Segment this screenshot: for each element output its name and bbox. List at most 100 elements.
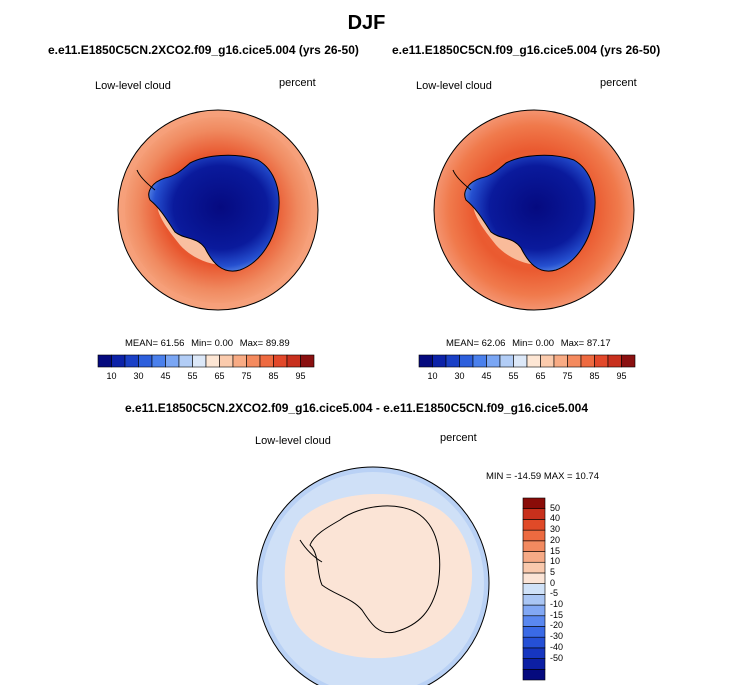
colorbar-tick-label: 10 <box>106 371 117 381</box>
panel-2-units-label: percent <box>600 77 637 89</box>
panel-2-variable-label: Low-level cloud <box>416 80 492 92</box>
colorbar-tick-label: 75 <box>241 371 252 381</box>
panel-3-variable-label: Low-level cloud <box>255 435 331 447</box>
colorbar-swatch <box>522 658 546 670</box>
colorbar-tick-label: 10 <box>550 556 561 567</box>
colorbar-swatch <box>192 354 207 368</box>
panel-1-variable-label: Low-level cloud <box>95 80 171 92</box>
colorbar-swatch <box>445 354 460 368</box>
panel-3-minmax: MIN = -14.59 MAX = 10.74 <box>486 471 600 482</box>
panel-3-units-label: percent <box>440 432 477 444</box>
panel-3-map <box>256 466 490 685</box>
colorbar-tick-label: -50 <box>550 652 564 663</box>
panel-1-units-label: percent <box>279 77 316 89</box>
colorbar-swatch <box>540 354 555 368</box>
panel-3-colorbar <box>522 497 546 681</box>
colorbar-tick-label: -15 <box>550 609 564 620</box>
colorbar-tick-label: 75 <box>562 371 573 381</box>
colorbar-tick-label: 5 <box>550 566 556 577</box>
colorbar-swatch <box>594 354 609 368</box>
colorbar-swatch <box>246 354 261 368</box>
colorbar-swatch <box>165 354 180 368</box>
colorbar-swatch <box>138 354 153 368</box>
colorbar-swatch <box>522 647 546 659</box>
colorbar-swatch <box>522 594 546 606</box>
colorbar-swatch <box>418 354 433 368</box>
colorbar-tick-label: 30 <box>133 371 144 381</box>
colorbar-swatch <box>522 508 546 520</box>
colorbar-swatch <box>553 354 568 368</box>
panel-3-title: e.e11.E1850C5CN.2XCO2.f09_g16.cice5.004 … <box>125 401 588 415</box>
colorbar-swatch <box>522 572 546 584</box>
colorbar-swatch <box>522 604 546 617</box>
colorbar-tick-label: 85 <box>268 371 279 381</box>
colorbar-swatch <box>522 529 546 542</box>
colorbar-swatch <box>580 354 595 368</box>
colorbar-tick-label: 85 <box>589 371 600 381</box>
colorbar-swatch <box>273 354 288 368</box>
panel-1-map <box>117 109 319 311</box>
colorbar-swatch <box>567 354 582 368</box>
colorbar-swatch <box>97 354 112 368</box>
colorbar-tick-label: -20 <box>550 620 564 631</box>
colorbar-tick-label: -5 <box>550 588 559 599</box>
colorbar-swatch <box>522 626 546 638</box>
colorbar-tick-label: 55 <box>508 371 519 381</box>
colorbar-swatch <box>522 615 546 627</box>
colorbar-swatch <box>522 497 546 510</box>
colorbar-tick-label: 0 <box>550 577 556 588</box>
colorbar-swatch <box>486 354 501 368</box>
colorbar-tick-label: 65 <box>214 371 225 381</box>
colorbar-tick-label: 15 <box>550 545 561 556</box>
colorbar-swatch <box>522 636 546 649</box>
colorbar-swatch <box>522 551 546 563</box>
colorbar-swatch <box>459 354 474 368</box>
figure-title: DJF <box>347 12 386 34</box>
colorbar-swatch <box>607 354 622 368</box>
colorbar-tick-label: 45 <box>160 371 171 381</box>
colorbar-swatch <box>232 354 247 368</box>
panel-2-title: e.e11.E1850C5CN.f09_g16.cice5.004 (yrs 2… <box>392 43 661 57</box>
panel-2-map <box>433 109 635 311</box>
panel-1-colorbar <box>97 354 315 368</box>
colorbar-swatch <box>259 354 274 368</box>
colorbar-swatch <box>513 354 528 368</box>
colorbar-swatch <box>522 668 546 681</box>
colorbar-swatch <box>205 354 220 368</box>
colorbar-tick-label: 20 <box>550 534 561 545</box>
colorbar-swatch <box>300 354 315 368</box>
colorbar-tick-label: -10 <box>550 599 564 610</box>
colorbar-swatch <box>286 354 301 368</box>
colorbar-swatch <box>621 354 636 368</box>
colorbar-tick-label: 45 <box>481 371 492 381</box>
panel-2-colorbar <box>418 354 636 368</box>
colorbar-tick-label: 40 <box>550 513 561 524</box>
colorbar-tick-label: 30 <box>550 524 561 535</box>
colorbar-swatch <box>526 354 541 368</box>
colorbar-swatch <box>219 354 234 368</box>
colorbar-swatch <box>522 519 546 531</box>
colorbar-swatch <box>499 354 514 368</box>
colorbar-swatch <box>522 583 546 595</box>
colorbar-swatch <box>178 354 193 368</box>
colorbar-tick-label: -40 <box>550 641 564 652</box>
colorbar-swatch <box>472 354 487 368</box>
colorbar-tick-label: 10 <box>427 371 438 381</box>
panel-1-title: e.e11.E1850C5CN.2XCO2.f09_g16.cice5.004 … <box>48 43 359 57</box>
colorbar-tick-label: 50 <box>550 502 561 513</box>
panel-2-stats: MEAN= 62.06 Min= 0.00 Max= 87.17 <box>446 338 611 349</box>
colorbar-tick-label: 95 <box>295 371 306 381</box>
colorbar-swatch <box>522 540 546 552</box>
colorbar-swatch <box>124 354 139 368</box>
colorbar-tick-label: 65 <box>535 371 546 381</box>
colorbar-swatch <box>432 354 447 368</box>
colorbar-tick-label: -30 <box>550 631 564 642</box>
colorbar-swatch <box>522 561 546 574</box>
colorbar-swatch <box>151 354 166 368</box>
colorbar-tick-label: 55 <box>187 371 198 381</box>
panel-1-stats: MEAN= 61.56 Min= 0.00 Max= 89.89 <box>125 338 290 349</box>
colorbar-tick-label: 95 <box>616 371 627 381</box>
colorbar-swatch <box>111 354 126 368</box>
colorbar-tick-label: 30 <box>454 371 465 381</box>
